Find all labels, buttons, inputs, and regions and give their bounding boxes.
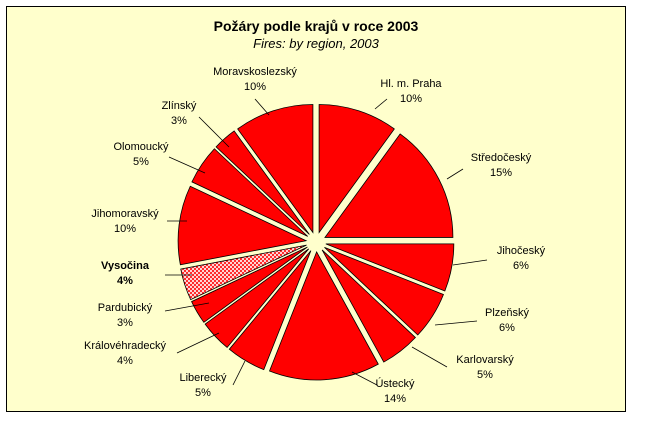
slice-label-9: Pardubický bbox=[98, 302, 153, 314]
leader-line-1 bbox=[374, 98, 388, 110]
slice-label-11: Jihomoravský bbox=[91, 208, 159, 220]
pie-slice-13 bbox=[215, 130, 310, 235]
leader-line-4 bbox=[434, 320, 478, 326]
slice-label-10: Vysočina bbox=[101, 260, 150, 272]
leader-line-8 bbox=[176, 332, 220, 354]
slice-label-14: Moravskoslezský bbox=[213, 66, 297, 78]
pie-slice-1 bbox=[318, 104, 395, 234]
slice-label-12: Olomoucký bbox=[113, 141, 169, 153]
leader-line-13 bbox=[198, 116, 230, 148]
pie-slice-14 bbox=[237, 104, 314, 234]
pie-slice-9 bbox=[191, 246, 308, 323]
slice-label-8: Královéhradecký bbox=[84, 340, 166, 352]
slice-label-4: Plzeňský bbox=[485, 307, 530, 319]
slice-label-7: Liberecký bbox=[179, 372, 227, 384]
pie-slice-3 bbox=[325, 243, 455, 292]
pie-slice-7 bbox=[228, 250, 312, 371]
chart-subtitle: Fires: by region, 2003 bbox=[253, 36, 380, 51]
pie-slice-5 bbox=[321, 249, 417, 363]
slice-percent-14: 10% bbox=[244, 81, 266, 93]
slice-percent-3: 6% bbox=[513, 260, 529, 272]
slice-percent-6: 14% bbox=[384, 393, 406, 405]
slice-label-2: Středočeský bbox=[471, 152, 532, 164]
chart-title: Požáry podle krajů v roce 2003 bbox=[214, 18, 419, 34]
leader-line-12 bbox=[168, 156, 206, 174]
chart-area: Požáry podle krajů v roce 2003 Fires: by… bbox=[6, 6, 626, 412]
slice-percent-4: 6% bbox=[499, 322, 515, 334]
pie-slice-11 bbox=[177, 185, 308, 266]
slice-label-13: Zlínský bbox=[162, 100, 197, 112]
leader-line-5 bbox=[411, 346, 448, 368]
slice-label-3: Jihočeský bbox=[497, 245, 546, 257]
slice-label-5: Karlovarský bbox=[456, 354, 514, 366]
leader-line-14 bbox=[254, 98, 270, 116]
slice-label-6: Ústecký bbox=[375, 377, 415, 390]
leader-line-3 bbox=[452, 259, 488, 266]
slice-percent-12: 5% bbox=[133, 156, 149, 168]
slice-label-1: Hl. m. Praha bbox=[380, 78, 442, 90]
slice-percent-8: 4% bbox=[117, 355, 133, 367]
slice-labels: Hl. m. Praha 10% Středočeský 15% Jihočeský 6%… bbox=[84, 66, 546, 405]
pie-slice-4 bbox=[324, 246, 444, 336]
leader-line-7 bbox=[232, 360, 246, 386]
pie-slice-6 bbox=[268, 251, 379, 381]
slice-percent-1: 10% bbox=[400, 93, 422, 105]
slice-percent-2: 15% bbox=[490, 167, 512, 179]
leader-line-6 bbox=[351, 371, 378, 386]
slice-percent-9: 3% bbox=[117, 317, 133, 329]
pie-slice-12 bbox=[191, 148, 309, 237]
leader-lines bbox=[164, 98, 488, 386]
pie-slice-8 bbox=[204, 248, 310, 349]
slice-percent-11: 10% bbox=[114, 223, 136, 235]
slice-percent-10: 4% bbox=[117, 275, 133, 287]
slice-percent-5: 5% bbox=[477, 369, 493, 381]
pie-slice-10 bbox=[180, 244, 307, 301]
pie-chart: Požáry podle krajů v roce 2003 Fires: by… bbox=[84, 18, 546, 405]
leader-line-2 bbox=[446, 168, 464, 180]
pie-slice-2 bbox=[324, 133, 454, 238]
pie-slices bbox=[177, 104, 455, 381]
leader-line-9 bbox=[164, 302, 210, 312]
slice-percent-13: 3% bbox=[171, 115, 187, 127]
slice-percent-7: 5% bbox=[195, 387, 211, 399]
